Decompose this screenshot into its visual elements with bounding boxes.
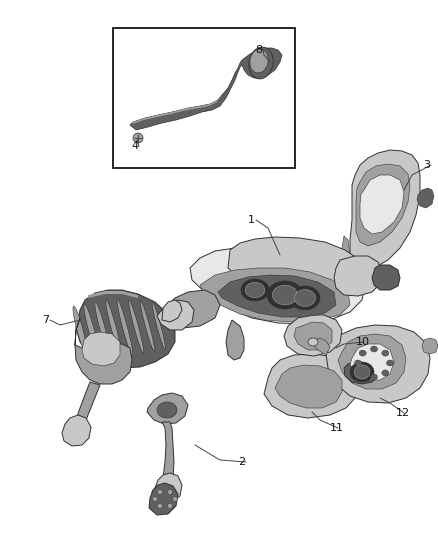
Polygon shape — [162, 290, 220, 328]
Circle shape — [158, 504, 162, 508]
Text: 1: 1 — [248, 215, 255, 225]
Ellipse shape — [141, 301, 155, 352]
Polygon shape — [162, 300, 182, 322]
Ellipse shape — [290, 286, 320, 310]
Polygon shape — [372, 265, 400, 290]
Ellipse shape — [106, 300, 122, 357]
Text: 11: 11 — [330, 423, 344, 433]
Polygon shape — [75, 318, 132, 384]
Ellipse shape — [129, 300, 144, 354]
Ellipse shape — [354, 365, 370, 379]
Ellipse shape — [371, 374, 378, 380]
Ellipse shape — [294, 289, 315, 306]
Circle shape — [133, 133, 143, 143]
Text: 10: 10 — [356, 337, 370, 347]
Polygon shape — [76, 290, 175, 368]
Polygon shape — [68, 382, 100, 440]
Polygon shape — [82, 332, 120, 366]
Text: 2: 2 — [238, 457, 245, 467]
Ellipse shape — [157, 402, 177, 418]
Text: 12: 12 — [396, 408, 410, 418]
Circle shape — [152, 497, 158, 502]
Polygon shape — [152, 473, 182, 504]
Ellipse shape — [73, 306, 87, 354]
Ellipse shape — [350, 362, 374, 382]
Ellipse shape — [359, 350, 366, 356]
Polygon shape — [264, 354, 358, 418]
Ellipse shape — [84, 304, 99, 355]
Ellipse shape — [250, 49, 268, 73]
Ellipse shape — [249, 47, 273, 79]
Polygon shape — [422, 338, 438, 354]
Polygon shape — [417, 188, 434, 208]
Polygon shape — [147, 393, 188, 424]
Polygon shape — [344, 360, 380, 384]
Polygon shape — [226, 320, 244, 360]
Polygon shape — [360, 175, 404, 234]
Ellipse shape — [386, 360, 393, 366]
Circle shape — [173, 497, 177, 502]
Polygon shape — [350, 344, 394, 380]
Polygon shape — [130, 48, 282, 130]
Ellipse shape — [272, 285, 297, 305]
Polygon shape — [88, 291, 138, 298]
Text: 4: 4 — [131, 141, 138, 151]
Polygon shape — [62, 415, 91, 446]
Ellipse shape — [371, 346, 378, 352]
Polygon shape — [294, 322, 332, 350]
Polygon shape — [228, 237, 365, 289]
Polygon shape — [284, 315, 342, 356]
Ellipse shape — [382, 350, 389, 356]
Circle shape — [167, 504, 173, 508]
Ellipse shape — [117, 299, 133, 356]
Polygon shape — [190, 247, 365, 324]
Ellipse shape — [382, 370, 389, 376]
Polygon shape — [200, 268, 350, 322]
Polygon shape — [356, 164, 410, 246]
Circle shape — [167, 490, 173, 495]
Ellipse shape — [241, 279, 269, 301]
Text: 7: 7 — [42, 315, 49, 325]
Polygon shape — [334, 256, 382, 296]
Circle shape — [158, 490, 162, 495]
Polygon shape — [350, 150, 420, 270]
Polygon shape — [275, 365, 342, 408]
Polygon shape — [162, 422, 174, 490]
Ellipse shape — [267, 281, 303, 309]
Ellipse shape — [308, 338, 318, 346]
Ellipse shape — [95, 302, 110, 356]
Ellipse shape — [152, 302, 166, 350]
Polygon shape — [342, 236, 360, 275]
Polygon shape — [313, 338, 330, 355]
Ellipse shape — [359, 370, 366, 376]
Text: 3: 3 — [423, 160, 430, 170]
Polygon shape — [132, 100, 218, 124]
Polygon shape — [338, 334, 406, 389]
Polygon shape — [157, 300, 194, 330]
Ellipse shape — [354, 360, 361, 366]
Bar — [113, 28, 295, 168]
Text: 8: 8 — [255, 45, 262, 55]
Polygon shape — [326, 325, 430, 403]
Polygon shape — [149, 483, 178, 515]
Ellipse shape — [245, 282, 265, 298]
Polygon shape — [218, 275, 336, 317]
